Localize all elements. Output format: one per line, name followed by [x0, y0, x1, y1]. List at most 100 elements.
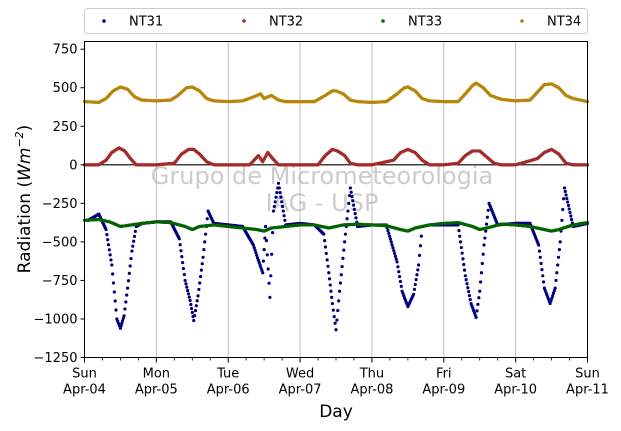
point-NT31-51-5 — [460, 251, 464, 255]
point-NT31-15-3 — [190, 310, 194, 315]
y-axis-label-main: Radiation ( — [15, 181, 35, 273]
point-NT31-38-4 — [346, 209, 350, 213]
point-NT31-65-2 — [560, 218, 564, 222]
point-NT31-8-3 — [132, 234, 137, 238]
point-NT31-14-4 — [186, 292, 191, 296]
point-NT31-26-1 — [264, 239, 269, 243]
point-NT31-65-4 — [562, 197, 566, 201]
point-NT31-61-3 — [539, 261, 543, 266]
point-NT31-42-2 — [386, 229, 390, 233]
point-NT31-63-3 — [551, 294, 555, 298]
point-NT31-55-3 — [480, 261, 484, 266]
point-NT31-56-1 — [483, 236, 487, 240]
point-NT31-16-1 — [192, 313, 197, 318]
y-axis-label: Radiation (Wm−2) — [13, 125, 35, 274]
point-NT31-35-3 — [333, 321, 337, 325]
point-NT31-25-3 — [263, 236, 267, 240]
point-NT31-23-5 — [255, 256, 260, 260]
point-NT31-29-8 — [283, 218, 287, 222]
point-NT31-5-3 — [120, 319, 125, 323]
point-NT31-42-11 — [393, 254, 398, 258]
point-NT31-63-2 — [550, 296, 554, 301]
point-NT31-35-0 — [330, 301, 335, 306]
point-NT31-29-0 — [276, 181, 281, 185]
point-NT31-52-4 — [467, 290, 471, 294]
point-NT31-2-4 — [107, 248, 111, 252]
x-tick-day-5: Fri — [436, 367, 452, 382]
point-NT31-17-1 — [197, 287, 201, 292]
point-NT31-5-4 — [121, 316, 125, 320]
point-NT31-29-6 — [281, 209, 285, 213]
point-NT31-61-4 — [540, 268, 544, 272]
point-NT31-61-6 — [541, 280, 546, 284]
point-NT31-2-5 — [108, 253, 112, 257]
point-NT31-26-4 — [267, 281, 271, 285]
point-NT31-66-0 — [562, 186, 567, 190]
point-NT31-51-8 — [462, 268, 467, 272]
point-NT31-37-0 — [337, 289, 342, 293]
point-NT31-28-4 — [275, 190, 279, 195]
point-NT31-55-2 — [479, 271, 484, 275]
point-NT31-18-1 — [202, 248, 206, 252]
point-NT31-2-3 — [106, 243, 111, 247]
point-NT31-47-0 — [417, 263, 421, 267]
point-NT31-34-0 — [327, 271, 331, 275]
y-tick-label-7: −1000 — [34, 312, 78, 327]
point-NT31-43-0 — [395, 260, 399, 264]
point-NT31-7-0 — [126, 286, 130, 290]
point-NT31-54-1 — [475, 309, 479, 313]
point-NT31-56-0 — [482, 243, 486, 247]
point-NT31-18-0 — [201, 255, 205, 259]
point-NT31-42-9 — [392, 248, 396, 253]
point-NT31-66-9 — [569, 217, 574, 222]
point-NT31-65-0 — [558, 240, 562, 244]
point-NT31-29-3 — [279, 195, 283, 199]
point-NT31-52-5 — [467, 294, 472, 298]
point-NT31-3-4 — [113, 299, 117, 303]
watermark: Grupo de Micrometeorologia IAG - USP — [151, 162, 493, 217]
point-NT31-34-1 — [327, 277, 332, 281]
point-NT31-37-3 — [340, 264, 344, 269]
watermark-line-2: IAG - USP — [266, 189, 379, 217]
point-NT31-7-4 — [129, 256, 133, 261]
y-axis-label-unit: Wm — [15, 148, 35, 181]
point-NT31-8-0 — [130, 249, 134, 253]
point-NT31-3-3 — [112, 290, 116, 294]
point-NT31-66-7 — [568, 210, 572, 215]
point-NT31-3-1 — [111, 272, 115, 276]
x-tick-date-2: Apr-06 — [207, 383, 250, 398]
y-tick-label-5: −500 — [42, 235, 78, 250]
point-NT31-39-2 — [350, 194, 354, 199]
point-NT31-24-3 — [259, 266, 263, 270]
point-NT31-16-0 — [192, 318, 196, 323]
x-axis-label: Day — [319, 402, 353, 422]
x-axis: SunApr-04MonApr-05TueApr-06WedApr-07ThuA… — [63, 357, 609, 398]
point-NT31-13-3 — [180, 255, 184, 259]
point-NT31-37-4 — [341, 256, 345, 260]
point-NT31-5-1 — [119, 324, 123, 328]
point-NT31-6-1 — [123, 307, 127, 311]
point-NT31-13-2 — [179, 249, 183, 253]
point-NT31-46-3 — [414, 278, 418, 282]
point-NT31-66-8 — [569, 214, 573, 218]
point-NT31-54-2 — [476, 302, 480, 306]
y-tick-label-0: 750 — [53, 43, 78, 58]
point-NT31-33-5 — [326, 264, 330, 268]
point-NT31-27-2 — [270, 252, 274, 256]
point-NT31-51-4 — [459, 245, 463, 250]
point-NT31-36-3 — [337, 299, 341, 303]
point-NT31-28-1 — [272, 204, 276, 209]
point-NT31-34-2 — [328, 283, 332, 287]
point-NT31-25-2 — [262, 248, 266, 252]
point-NT31-6-0 — [122, 314, 126, 318]
point-NT31-5-2 — [120, 321, 124, 325]
point-NT31-34-3 — [329, 289, 333, 293]
point-NT31-29-7 — [282, 214, 286, 218]
point-NT31-42-12 — [394, 257, 398, 261]
point-NT31-7-3 — [128, 264, 132, 268]
point-NT31-42-10 — [392, 251, 397, 255]
point-NT31-16-4 — [195, 299, 199, 303]
point-NT31-29-4 — [280, 200, 284, 204]
point-NT31-14-3 — [186, 288, 190, 293]
